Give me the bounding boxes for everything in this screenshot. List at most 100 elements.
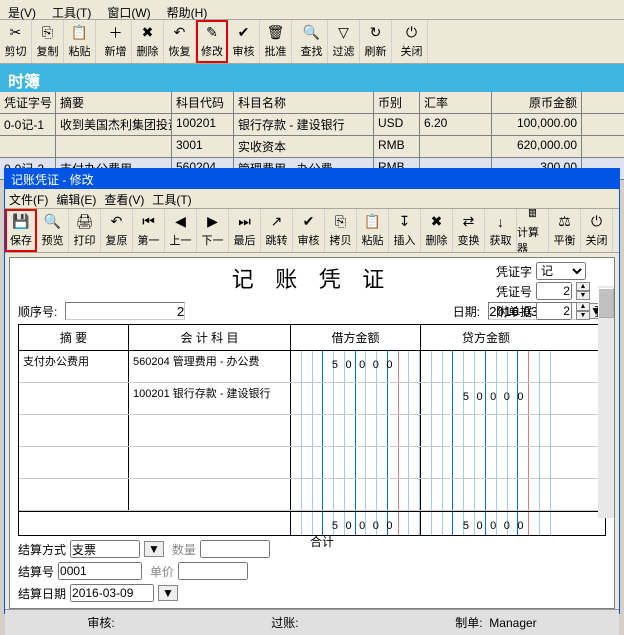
tb-拷贝[interactable]: ⎘拷贝 <box>325 209 357 252</box>
上一-icon: ◀ <box>173 214 189 230</box>
修改-icon: ✎ <box>204 25 220 41</box>
dropdown-icon[interactable]: ▼ <box>158 585 178 601</box>
关闭-icon: ⏻ <box>589 214 605 230</box>
grid-col[interactable]: 凭证字号 <box>0 92 56 113</box>
tb-打印[interactable]: 🖨打印 <box>69 209 101 252</box>
grid-col[interactable]: 科目代码 <box>172 92 234 113</box>
tb-跳转[interactable]: ↗跳转 <box>261 209 293 252</box>
grid-row[interactable]: 0-0记-1收到美国杰利集团投资100201银行存款 - 建设银行USD6.20… <box>0 114 624 136</box>
grid-row[interactable]: 3001实收资本RMB620,000.00 <box>0 136 624 158</box>
tb-第一[interactable]: ⏮第一 <box>133 209 165 252</box>
新增-icon: ＋ <box>108 25 124 41</box>
maker-label: 制单: Manager <box>455 614 536 631</box>
audit-label: 审核: <box>87 614 114 631</box>
变换-icon: ⇄ <box>461 214 477 230</box>
tb-变换[interactable]: ⇄变换 <box>453 209 485 252</box>
grid-col[interactable]: 科目名称 <box>234 92 374 113</box>
grid-col[interactable]: 摘要 <box>56 92 172 113</box>
tb-复制[interactable]: ⎘复制 <box>32 20 64 63</box>
获取-icon: ↓ <box>493 214 509 230</box>
voucher-num-input[interactable] <box>536 282 572 300</box>
attach-count-input[interactable] <box>536 302 572 320</box>
复原-icon: ↶ <box>109 214 125 230</box>
tb-批准[interactable]: 🗑批准 <box>260 20 292 63</box>
doc-footer: 审核: 过账: 制单: Manager <box>5 609 619 635</box>
sum-credit: 50000 <box>421 512 551 535</box>
关闭-icon: ⏻ <box>404 25 420 41</box>
menu-item[interactable]: 工具(T) <box>48 2 95 17</box>
voucher-grid: 摘 要 会 计 科 目 借方金额 贷方金额 支付办公费用560204 管理费用 … <box>18 324 606 536</box>
粘贴-icon: 📋 <box>365 214 381 230</box>
qty-input[interactable] <box>200 540 270 558</box>
inner-toolbar: 💾保存🔍预览🖨打印↶复原⏮第一◀上一▶下一⏭最后↗跳转✔审核⎘拷贝📋粘贴↧插入✖… <box>5 209 619 253</box>
col-account: 会 计 科 目 <box>129 325 291 350</box>
tb-审核[interactable]: ✔审核 <box>293 209 325 252</box>
voucher-row[interactable] <box>19 415 605 447</box>
保存-icon: 💾 <box>13 214 29 230</box>
grid-col[interactable]: 原币金额 <box>492 92 582 113</box>
tb-下一[interactable]: ▶下一 <box>197 209 229 252</box>
voucher-word-select[interactable]: 记 <box>536 262 586 280</box>
menu-item[interactable]: 编辑(E) <box>56 191 96 206</box>
tb-预览[interactable]: 🔍预览 <box>37 209 69 252</box>
settle-num-input[interactable] <box>58 562 142 580</box>
预览-icon: 🔍 <box>45 214 61 230</box>
settle-date-input[interactable] <box>70 584 154 602</box>
menu-item[interactable]: 是(V) <box>4 2 40 17</box>
审核-icon: ✔ <box>301 214 317 230</box>
menu-item[interactable]: 文件(F) <box>9 191 48 206</box>
tb-查找[interactable]: 🔍查找 <box>296 20 328 63</box>
tb-最后[interactable]: ⏭最后 <box>229 209 261 252</box>
tb-插入[interactable]: ↧插入 <box>389 209 421 252</box>
tb-过滤[interactable]: ▽过滤 <box>328 20 360 63</box>
插入-icon: ↧ <box>397 214 413 230</box>
tb-审核[interactable]: ✔审核 <box>228 20 260 63</box>
tb-平衡[interactable]: ⚖平衡 <box>549 209 581 252</box>
sum-label <box>19 512 291 535</box>
tb-删除[interactable]: ✖删除 <box>421 209 453 252</box>
seq-input[interactable] <box>65 302 185 320</box>
tb-粘贴[interactable]: 📋粘贴 <box>64 20 96 63</box>
tb-剪切[interactable]: ✂剪切 <box>0 20 32 63</box>
price-input[interactable] <box>178 562 248 580</box>
grid-col[interactable]: 币别 <box>374 92 420 113</box>
col-summary: 摘 要 <box>19 325 129 350</box>
post-label: 过账: <box>271 614 298 631</box>
tb-恢复[interactable]: ↶恢复 <box>164 20 196 63</box>
跳转-icon: ↗ <box>269 214 285 230</box>
查找-icon: 🔍 <box>304 25 320 41</box>
tb-修改[interactable]: ✎修改 <box>196 20 228 63</box>
tb-复原[interactable]: ↶复原 <box>101 209 133 252</box>
grid-col[interactable]: 汇率 <box>420 92 492 113</box>
批准-icon: 🗑 <box>268 25 284 41</box>
下一-icon: ▶ <box>205 214 221 230</box>
menu-item[interactable]: 窗口(W) <box>103 2 154 17</box>
tb-获取[interactable]: ↓获取 <box>485 209 517 252</box>
settle-method-input[interactable] <box>70 540 140 558</box>
tb-保存[interactable]: 💾保存 <box>5 209 37 252</box>
dropdown-icon[interactable]: ▼ <box>144 541 164 557</box>
tb-关闭[interactable]: ⏻关闭 <box>396 20 428 63</box>
粘贴-icon: 📋 <box>72 25 88 41</box>
最后-icon: ⏭ <box>237 214 253 230</box>
menu-item[interactable]: 帮助(H) <box>163 2 212 17</box>
voucher-row[interactable]: 支付办公费用560204 管理费用 - 办公费50000 <box>19 351 605 383</box>
data-grid: 凭证字号摘要科目代码科目名称币别汇率原币金额 0-0记-1收到美国杰利集团投资1… <box>0 92 624 180</box>
scrollbar[interactable] <box>598 286 614 518</box>
复制-icon: ⎘ <box>40 25 56 41</box>
menu-item[interactable]: 工具(T) <box>152 191 191 206</box>
voucher-row[interactable]: 100201 银行存款 - 建设银行50000 <box>19 383 605 415</box>
tb-计算器[interactable]: 🖩计算器 <box>517 209 549 252</box>
menu-item[interactable]: 查看(V) <box>104 191 144 206</box>
tb-删除[interactable]: ✖删除 <box>132 20 164 63</box>
tb-关闭[interactable]: ⏻关闭 <box>581 209 613 252</box>
删除-icon: ✖ <box>140 25 156 41</box>
tb-刷新[interactable]: ↻刷新 <box>360 20 392 63</box>
voucher-row[interactable] <box>19 447 605 479</box>
tb-新增[interactable]: ＋新增 <box>100 20 132 63</box>
tb-粘贴[interactable]: 📋粘贴 <box>357 209 389 252</box>
sum-label-text: 合计 <box>310 533 334 550</box>
voucher-row[interactable] <box>19 479 605 511</box>
tb-上一[interactable]: ◀上一 <box>165 209 197 252</box>
打印-icon: 🖨 <box>77 214 93 230</box>
